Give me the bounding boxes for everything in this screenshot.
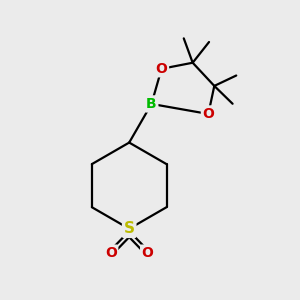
- Text: O: O: [142, 246, 154, 260]
- Text: O: O: [105, 246, 117, 260]
- Text: O: O: [156, 62, 167, 76]
- Text: O: O: [202, 107, 214, 121]
- Text: S: S: [124, 221, 135, 236]
- Text: B: B: [146, 97, 157, 111]
